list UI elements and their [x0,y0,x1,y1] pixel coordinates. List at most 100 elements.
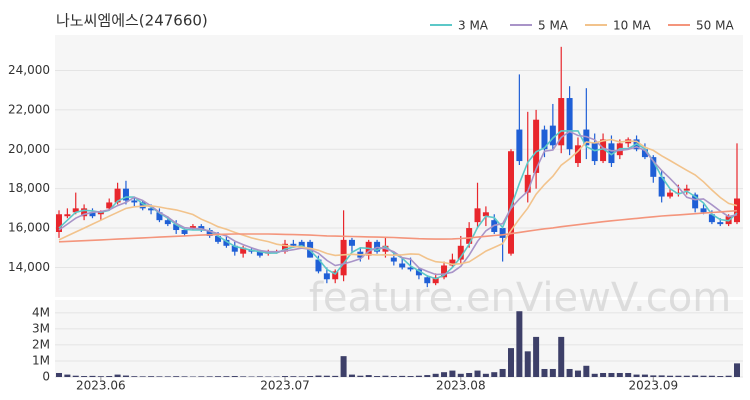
candle-body [541,129,548,150]
x-tick-label: 2023.07 [260,379,310,393]
volume-bar [97,376,104,377]
volume-bar [482,373,489,377]
volume-bar [240,376,247,377]
candle-body [72,208,79,213]
volume-bar [491,372,498,377]
volume-bar [524,351,531,377]
volume-bar [215,376,222,377]
volume-bar [382,375,389,377]
volume-bar [583,365,590,377]
candle-body [708,214,715,223]
volume-bar [734,363,740,377]
volume-bar [282,376,288,377]
candle-body [122,188,129,201]
volume-bar [340,356,347,377]
candle-body [524,174,531,193]
volume-bar [390,376,397,377]
volume-bar [89,375,96,377]
volume-bar [566,368,573,377]
volume-bar [558,336,565,377]
volume-bar [591,373,598,377]
candle-body [658,176,665,197]
volume-bar [56,372,62,377]
volume-bar [307,376,314,377]
volume-bar [231,376,238,377]
volume-bar [81,376,88,377]
candle-body [734,198,740,223]
volume-bar [683,375,690,377]
volume-bar [357,375,364,377]
candle-body [223,239,230,246]
candle-body [415,269,422,276]
volume-bar [315,375,322,377]
candle-body [667,192,674,197]
volume-bar [122,375,129,377]
volume-bar [692,375,699,377]
volume-bar [365,375,372,377]
legend-label: 5 MA [538,19,569,33]
volume-bar [173,376,180,377]
volume-bar [641,374,648,377]
candle-body [164,220,171,225]
candle-body [516,129,523,162]
volume-bar [700,375,707,377]
candle-body [574,145,581,164]
volume-bar [198,376,205,377]
candle-body [591,143,598,162]
volume-bar [424,375,431,377]
volume-bar [106,376,113,377]
volume-bar [164,376,171,377]
volume-bar [415,375,422,377]
chart-title: 나노씨엠에스(247660) [56,12,208,30]
volume-bar [298,376,305,377]
volume-bar [717,376,724,377]
volume-bar [139,376,146,377]
candle-body [399,263,406,268]
candle-body [131,200,138,203]
candle-body [340,239,347,276]
candle-body [549,125,556,146]
candle-body [449,259,456,266]
candle-body [231,245,238,252]
x-tick-label: 2023.06 [76,379,126,393]
candle-body [558,98,565,146]
candle-body [600,139,607,162]
candle-body [315,259,322,272]
candle-body [173,224,180,231]
y-tick-label: 22,000 [8,102,50,116]
volume-bar [474,370,481,377]
volume-tick-label: 4M [32,305,50,319]
volume-bar [323,375,330,377]
candle-body [424,277,431,284]
price-panel [55,35,743,297]
candle-body [332,271,339,280]
candle-body [206,230,213,236]
candle-body [641,149,648,158]
candle-body [508,151,514,254]
volume-bar [708,375,715,377]
volume-bar [633,374,640,377]
candle-body [181,230,188,234]
volume-bar [72,375,79,377]
volume-tick-label: 0 [42,370,50,384]
candle-body [608,143,615,164]
candle-body [323,273,330,280]
volume-bar [608,372,615,377]
volume-bar [156,376,163,377]
volume-bar [725,375,732,377]
candle-body [407,267,414,270]
y-tick-label: 24,000 [8,63,50,77]
volume-bar [549,368,556,377]
candle-body [692,194,699,209]
volume-bar [675,375,682,377]
volume-bar [667,375,674,377]
volume-bar [407,376,414,377]
y-tick-label: 20,000 [8,142,50,156]
candle-body [189,226,196,229]
volume-bar [223,376,230,377]
candle-body [457,245,464,260]
candle-body [441,265,448,278]
candle-body [114,188,121,203]
